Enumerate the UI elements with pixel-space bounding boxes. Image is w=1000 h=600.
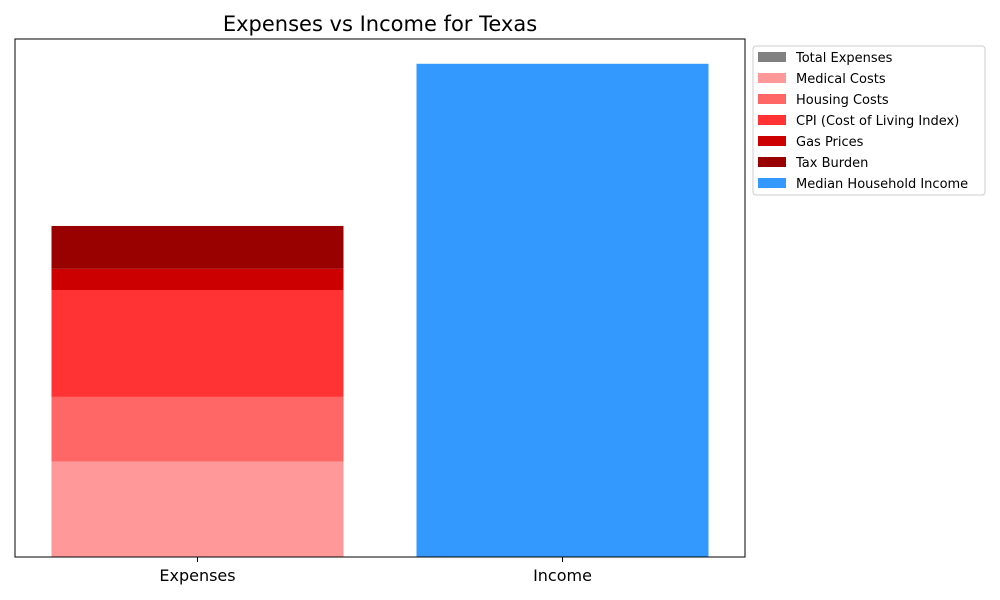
- bars-layer: [51, 63, 709, 557]
- x-axis-ticks: Expenses Income: [159, 557, 592, 585]
- legend-label-median-household-income: Median Household Income: [796, 177, 968, 192]
- legend-swatch-housing-costs: [758, 94, 786, 104]
- chart-title: Expenses vs Income for Texas: [223, 12, 537, 36]
- legend-label-tax-burden: Tax Burden: [795, 156, 868, 171]
- legend-label-cpi-cost-of-living-index: CPI (Cost of Living Index): [796, 114, 959, 129]
- legend-swatch-median-household-income: [758, 178, 786, 188]
- x-tick-label-income: Income: [533, 566, 592, 585]
- x-tick-label-expenses: Expenses: [159, 566, 235, 585]
- bar-expenses-housing-costs: [51, 396, 344, 462]
- bar-expenses-cpi-cost-of-living-index: [51, 290, 344, 397]
- legend-swatch-medical-costs: [758, 73, 786, 83]
- bar-expenses-gas-prices: [51, 268, 344, 290]
- legend-swatch-gas-prices: [758, 136, 786, 146]
- legend-label-gas-prices: Gas Prices: [796, 135, 864, 150]
- legend-items: Total Expenses Medical Costs Housing Costs…: [758, 51, 968, 192]
- legend-label-housing-costs: Housing Costs: [796, 93, 889, 108]
- bar-income-median-household-income: [416, 63, 709, 557]
- legend: Total Expenses Medical Costs Housing Costs…: [752, 45, 986, 196]
- legend-swatch-total-expenses: [758, 52, 786, 62]
- legend-swatch-cpi-cost-of-living-index: [758, 115, 786, 125]
- legend-label-medical-costs: Medical Costs: [796, 72, 886, 87]
- legend-box: [752, 45, 986, 196]
- legend-swatch-tax-burden: [758, 157, 786, 167]
- bar-expenses-tax-burden: [51, 225, 344, 269]
- bar-expenses-medical-costs: [51, 461, 344, 557]
- legend-label-total-expenses: Total Expenses: [795, 51, 893, 66]
- plot-frame: [14, 38, 746, 558]
